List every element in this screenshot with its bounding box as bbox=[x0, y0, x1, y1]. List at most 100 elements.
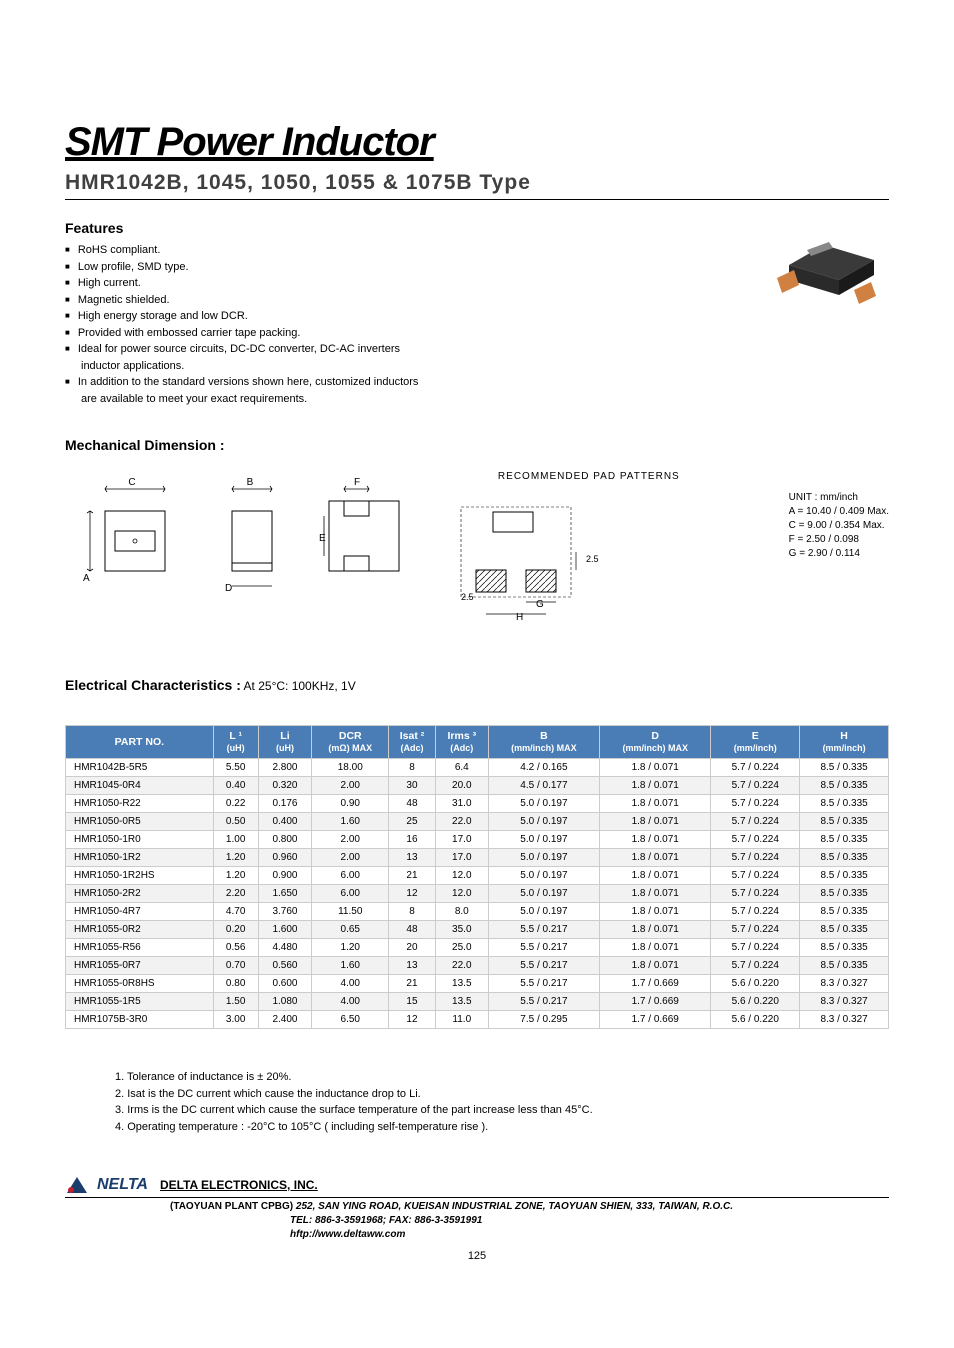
table-cell: 1.20 bbox=[213, 867, 258, 885]
table-cell: 25.0 bbox=[435, 939, 488, 957]
inductor-icon bbox=[759, 220, 889, 310]
table-row: HMR1050-1R21.200.9602.001317.05.0 / 0.19… bbox=[66, 849, 889, 867]
table-cell: 1.080 bbox=[258, 993, 312, 1011]
table-cell: 1.20 bbox=[213, 849, 258, 867]
table-cell: 17.0 bbox=[435, 831, 488, 849]
table-cell: 11.50 bbox=[312, 903, 389, 921]
features-list: RoHS compliant.Low profile, SMD type.Hig… bbox=[65, 242, 709, 407]
table-row: HMR1050-0R50.500.4001.602522.05.0 / 0.19… bbox=[66, 813, 889, 831]
table-cell: 0.900 bbox=[258, 867, 312, 885]
table-cell: 25 bbox=[389, 813, 436, 831]
table-cell: 6.50 bbox=[312, 1011, 389, 1029]
table-cell: 2.400 bbox=[258, 1011, 312, 1029]
table-cell: 0.56 bbox=[213, 939, 258, 957]
table-cell: 22.0 bbox=[435, 957, 488, 975]
table-header-cell: DCR(mΩ) MAX bbox=[312, 726, 389, 759]
table-cell: 1.8 / 0.071 bbox=[600, 957, 711, 975]
table-cell: 5.0 / 0.197 bbox=[488, 849, 599, 867]
svg-text:C: C bbox=[128, 477, 135, 488]
table-cell: 8 bbox=[389, 759, 436, 777]
table-cell: 11.0 bbox=[435, 1011, 488, 1029]
table-cell: 1.8 / 0.071 bbox=[600, 885, 711, 903]
table-cell: 0.176 bbox=[258, 795, 312, 813]
dimension-note: G = 2.90 / 0.114 bbox=[789, 547, 889, 561]
table-cell: 1.60 bbox=[312, 813, 389, 831]
table-cell: 5.6 / 0.220 bbox=[711, 993, 800, 1011]
table-cell: 48 bbox=[389, 795, 436, 813]
table-cell: HMR1055-0R2 bbox=[66, 921, 214, 939]
features-row: Features RoHS compliant.Low profile, SMD… bbox=[65, 220, 889, 407]
table-row: HMR1045-0R40.400.3202.003020.04.5 / 0.17… bbox=[66, 777, 889, 795]
table-cell: 5.5 / 0.217 bbox=[488, 957, 599, 975]
logo-row: NELTA DELTA ELECTRONICS, INC. bbox=[65, 1175, 889, 1195]
table-header-cell: B(mm/inch) MAX bbox=[488, 726, 599, 759]
table-cell: 8.5 / 0.335 bbox=[800, 849, 889, 867]
table-cell: 5.7 / 0.224 bbox=[711, 957, 800, 975]
table-cell: 20.0 bbox=[435, 777, 488, 795]
table-cell: 0.50 bbox=[213, 813, 258, 831]
table-cell: 0.400 bbox=[258, 813, 312, 831]
table-row: HMR1055-0R8HS0.800.6004.002113.55.5 / 0.… bbox=[66, 975, 889, 993]
table-cell: 21 bbox=[389, 975, 436, 993]
table-cell: 5.7 / 0.224 bbox=[711, 795, 800, 813]
table-header-cell: Irms ³(Adc) bbox=[435, 726, 488, 759]
svg-text:F: F bbox=[354, 477, 360, 488]
note-line: 4. Operating temperature : -20°C to 105°… bbox=[115, 1119, 889, 1136]
svg-text:H: H bbox=[516, 612, 523, 622]
table-cell: 16 bbox=[389, 831, 436, 849]
svg-text:A: A bbox=[83, 573, 90, 584]
table-cell: HMR1050-1R2 bbox=[66, 849, 214, 867]
table-cell: HMR1045-0R4 bbox=[66, 777, 214, 795]
table-cell: 4.70 bbox=[213, 903, 258, 921]
table-row: HMR1075B-3R03.002.4006.501211.07.5 / 0.2… bbox=[66, 1011, 889, 1029]
table-cell: 0.960 bbox=[258, 849, 312, 867]
table-cell: 5.7 / 0.224 bbox=[711, 867, 800, 885]
svg-text:B: B bbox=[247, 477, 254, 488]
table-cell: 5.5 / 0.217 bbox=[488, 921, 599, 939]
table-cell: 1.8 / 0.071 bbox=[600, 939, 711, 957]
note-line: 2. Isat is the DC current which cause th… bbox=[115, 1086, 889, 1103]
table-cell: 12.0 bbox=[435, 885, 488, 903]
table-cell: 0.65 bbox=[312, 921, 389, 939]
table-cell: HMR1050-R22 bbox=[66, 795, 214, 813]
svg-text:G: G bbox=[536, 599, 544, 610]
table-cell: 5.5 / 0.217 bbox=[488, 939, 599, 957]
table-cell: 1.00 bbox=[213, 831, 258, 849]
table-cell: 13.5 bbox=[435, 993, 488, 1011]
feature-item: Provided with embossed carrier tape pack… bbox=[65, 325, 709, 342]
table-cell: 1.7 / 0.669 bbox=[600, 975, 711, 993]
table-cell: HMR1050-4R7 bbox=[66, 903, 214, 921]
table-cell: 4.480 bbox=[258, 939, 312, 957]
table-cell: 0.560 bbox=[258, 957, 312, 975]
table-cell: 5.5 / 0.217 bbox=[488, 975, 599, 993]
table-cell: 8.3 / 0.327 bbox=[800, 993, 889, 1011]
table-cell: 2.00 bbox=[312, 831, 389, 849]
footer-address: (TAOYUAN PLANT CPBG) 252, SAN YING ROAD,… bbox=[65, 1200, 889, 1242]
table-cell: 6.4 bbox=[435, 759, 488, 777]
table-cell: 31.0 bbox=[435, 795, 488, 813]
table-header-cell: H(mm/inch) bbox=[800, 726, 889, 759]
diagram-pad: RECOMMENDED PAD PATTERNS 2.5 2.5 G H bbox=[431, 471, 747, 627]
table-row: HMR1050-4R74.703.76011.5088.05.0 / 0.197… bbox=[66, 903, 889, 921]
logo-text: NELTA bbox=[97, 1176, 148, 1194]
table-cell: 0.600 bbox=[258, 975, 312, 993]
table-cell: 8.3 / 0.327 bbox=[800, 975, 889, 993]
table-cell: 1.8 / 0.071 bbox=[600, 903, 711, 921]
table-cell: HMR1042B-5R5 bbox=[66, 759, 214, 777]
dimension-notes: UNIT : mm/inchA = 10.40 / 0.409 Max.C = … bbox=[789, 491, 889, 561]
table-cell: 13 bbox=[389, 849, 436, 867]
table-cell: 2.20 bbox=[213, 885, 258, 903]
table-cell: 30 bbox=[389, 777, 436, 795]
table-cell: 8.0 bbox=[435, 903, 488, 921]
table-row: HMR1055-R560.564.4801.202025.05.5 / 0.21… bbox=[66, 939, 889, 957]
electrical-table: PART NO.L ¹(uH)Li(uH)DCR(mΩ) MAXIsat ²(A… bbox=[65, 725, 889, 1029]
feature-item: Ideal for power source circuits, DC-DC c… bbox=[65, 341, 709, 358]
page-number: 125 bbox=[65, 1250, 889, 1262]
table-cell: 12 bbox=[389, 885, 436, 903]
diagram-bottom: F E bbox=[309, 471, 419, 606]
table-cell: 1.7 / 0.669 bbox=[600, 1011, 711, 1029]
table-cell: 8.3 / 0.327 bbox=[800, 1011, 889, 1029]
dimension-note: F = 2.50 / 0.098 bbox=[789, 533, 889, 547]
table-cell: 2.00 bbox=[312, 777, 389, 795]
table-cell: 1.8 / 0.071 bbox=[600, 777, 711, 795]
